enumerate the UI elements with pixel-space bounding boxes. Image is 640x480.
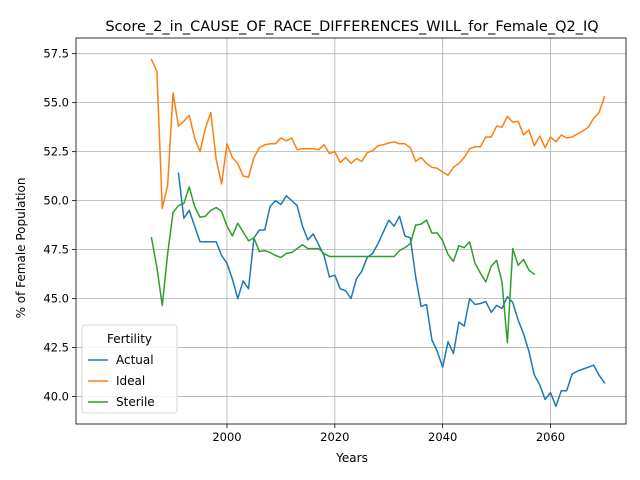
x-tick-label: 2000: [212, 430, 241, 444]
y-tick-label: 42.5: [43, 341, 69, 355]
x-tick-label: 2060: [536, 430, 565, 444]
axis-ticks: 2000 2020 2040 2060 40.0 42.5 45.0 47.5 50.0 52.5…: [43, 47, 565, 444]
y-tick-label: 52.5: [43, 145, 69, 159]
x-axis-label: Years: [335, 451, 368, 465]
y-tick-label: 40.0: [43, 390, 69, 404]
y-tick-label: 50.0: [43, 194, 69, 208]
x-tick-label: 2040: [428, 430, 457, 444]
y-tick-label: 45.0: [43, 292, 69, 306]
x-tick-label: 2020: [320, 430, 349, 444]
series-lines: [150, 58, 606, 408]
legend-box: [81, 324, 178, 414]
legend-label-ideal: Ideal: [116, 374, 145, 388]
y-tick-label: 47.5: [43, 243, 69, 257]
chart-title: Score_2_in_CAUSE_OF_RACE_DIFFERENCES_WIL…: [105, 19, 598, 35]
y-axis-label: % of Female Population: [14, 178, 28, 319]
series-line-actual: [177, 172, 606, 408]
series-line-ideal: [150, 58, 606, 210]
y-tick-label: 55.0: [43, 96, 69, 110]
legend: Fertility Actual Ideal Sterile: [81, 324, 178, 414]
legend-label-sterile: Sterile: [116, 395, 155, 409]
legend-label-actual: Actual: [116, 353, 154, 367]
legend-items: Actual Ideal Sterile: [88, 353, 155, 409]
legend-title: Fertility: [107, 332, 152, 346]
y-tick-label: 57.5: [43, 47, 69, 61]
plot-frame: [75, 37, 627, 425]
series-line-sterile: [150, 186, 536, 344]
